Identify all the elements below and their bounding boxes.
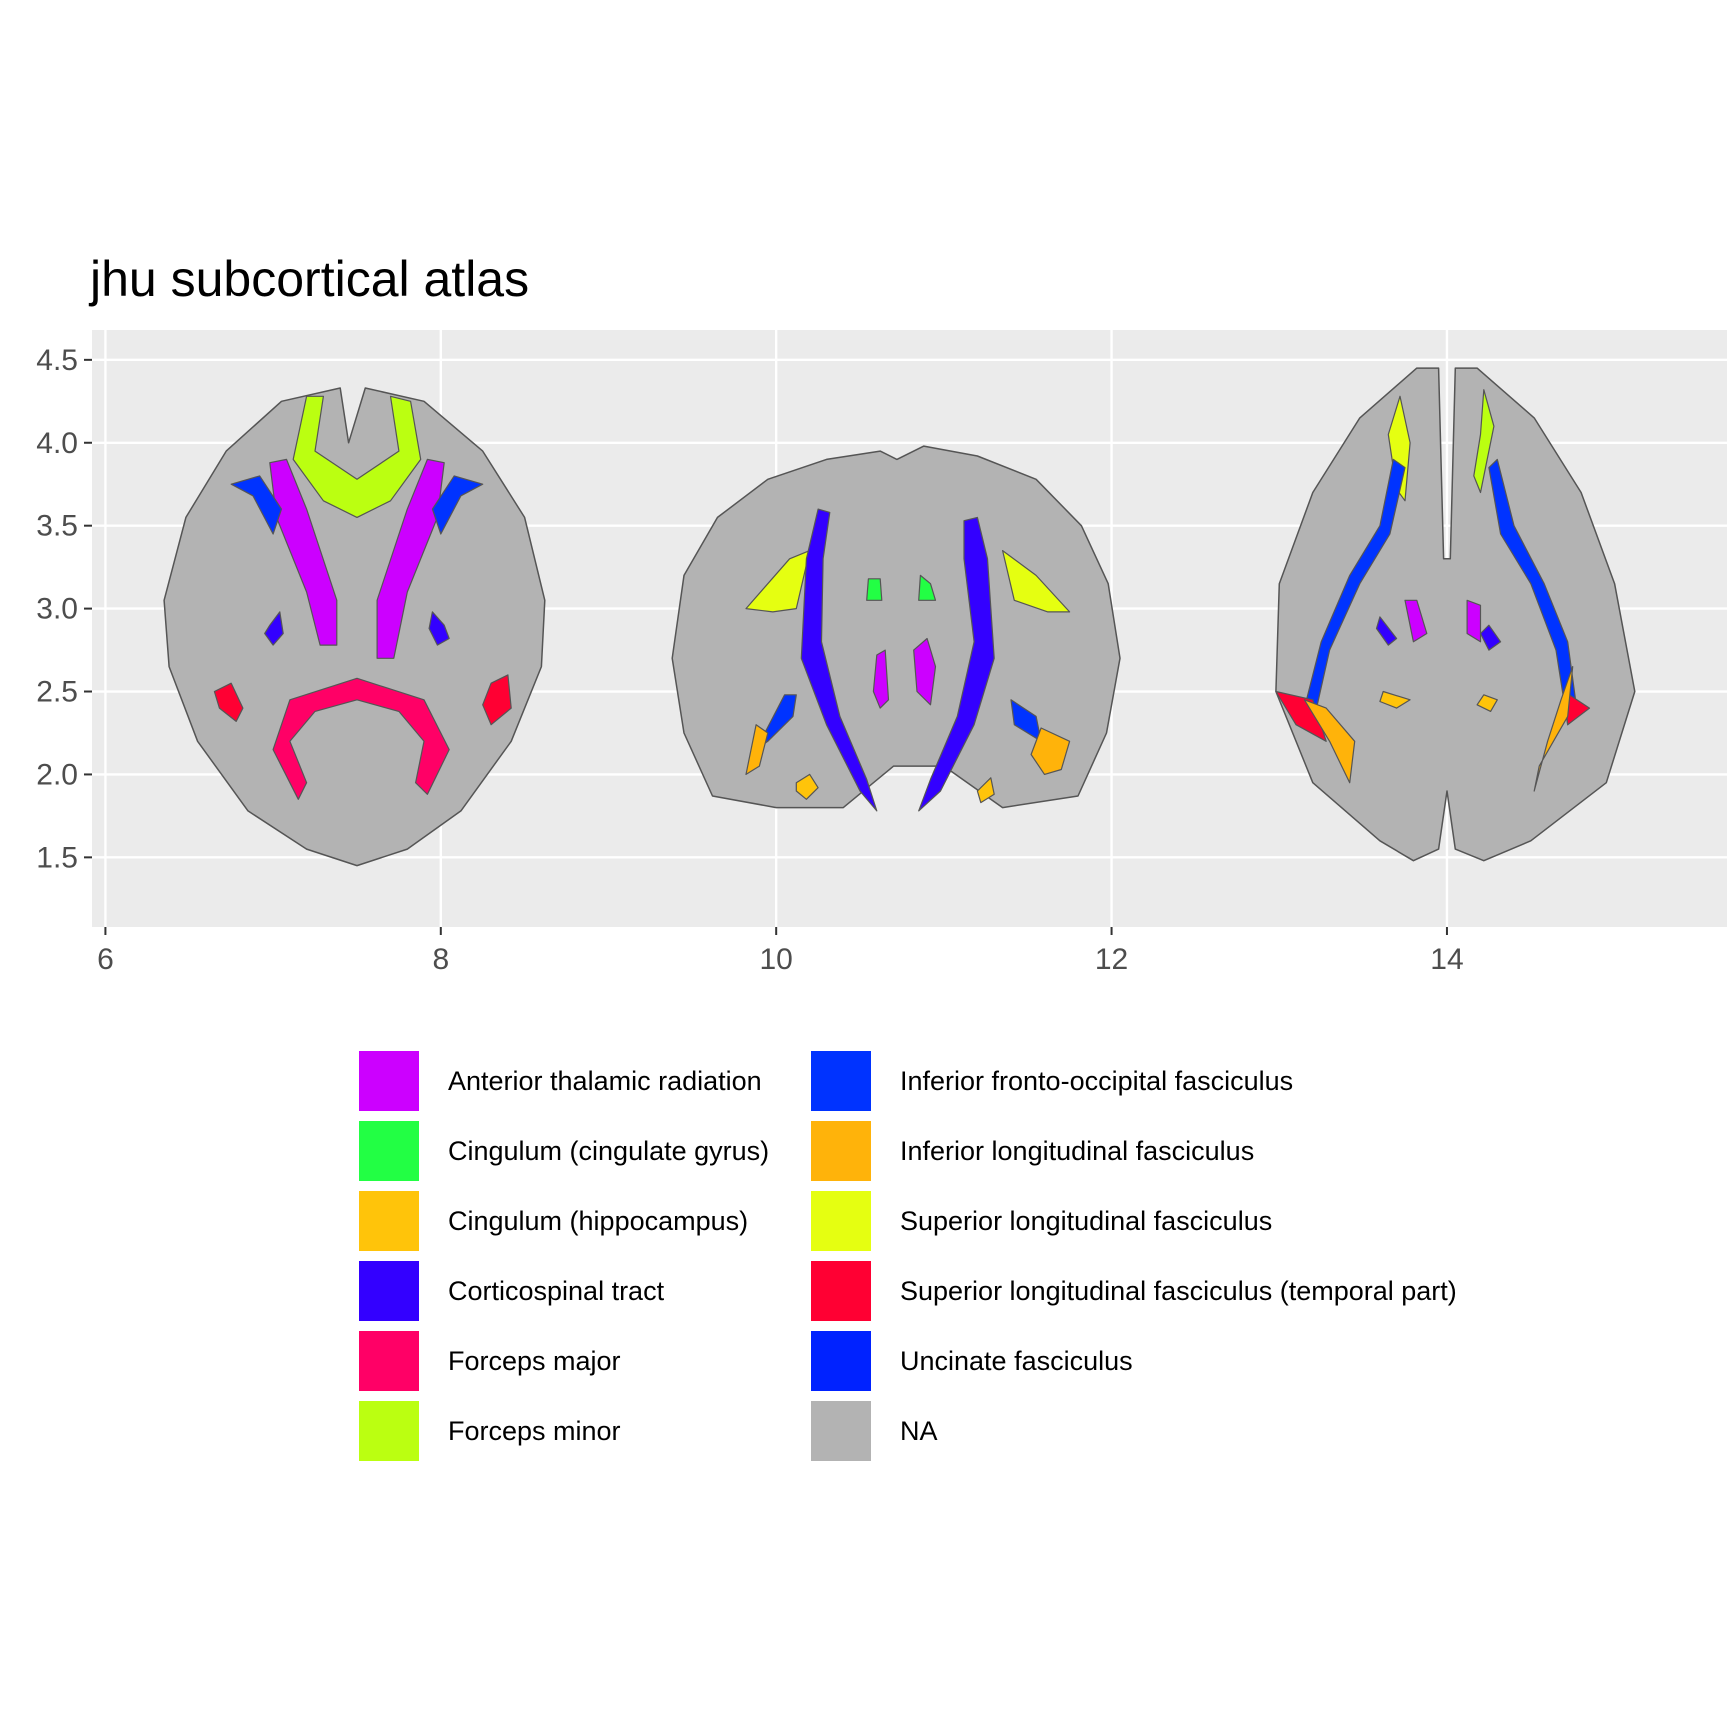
region-forceps-major	[272, 677, 450, 800]
region-corticospinal-tract	[428, 611, 450, 646]
legend-label: Forceps major	[448, 1346, 621, 1376]
chart-title: jhu subcortical atlas	[88, 251, 529, 307]
legend-label: Uncinate fasciculus	[900, 1346, 1133, 1376]
y-tick-label: 4.0	[36, 427, 78, 460]
region-anterior-thalamic-radiation	[1404, 599, 1428, 643]
region-forceps-minor	[1473, 389, 1495, 494]
region-cingulum-cingulate-gyrus	[918, 574, 937, 601]
legend-item-cingulum-hippocampus: Cingulum (hippocampus)	[357, 1189, 748, 1253]
legend-item-forceps-major: Forceps major	[357, 1329, 621, 1393]
legend-swatch	[357, 1329, 421, 1393]
region-corticospinal-tract	[1375, 616, 1398, 646]
region-forceps-minor	[292, 395, 422, 519]
region-inferior-longitudinal-fasciculus	[745, 724, 769, 776]
legend-label: Anterior thalamic radiation	[448, 1066, 762, 1096]
region-anterior-thalamic-radiation	[269, 458, 338, 646]
legend-label: Superior longitudinal fasciculus (tempor…	[900, 1276, 1457, 1306]
legend-swatch	[809, 1259, 873, 1323]
legend-swatch	[357, 1399, 421, 1463]
legend-item-forceps-minor: Forceps minor	[357, 1399, 621, 1463]
legend-swatch	[809, 1329, 873, 1393]
legend-swatch	[809, 1119, 873, 1183]
region-anterior-thalamic-radiation	[872, 649, 890, 709]
legend-label: Superior longitudinal fasciculus	[900, 1206, 1272, 1236]
region-inferior-fronto-occipital-fasciculus	[230, 475, 283, 535]
legend-swatch	[357, 1119, 421, 1183]
legend-label: Corticospinal tract	[448, 1276, 665, 1306]
legend-item-inferior-fronto-occipital-fasciculus: Inferior fronto-occipital fasciculus	[809, 1049, 1293, 1113]
y-tick-label: 3.5	[36, 510, 78, 543]
axes: 6 8 10 12 14 1.5 2.0 2.5 3.0 3.5 4.0 4.5	[36, 344, 1463, 976]
legend: Anterior thalamic radiation Cingulum (cin…	[357, 1049, 1457, 1463]
x-tick-label: 6	[97, 943, 114, 976]
slice-outline	[1275, 367, 1636, 862]
region-superior-longitudinal-fasciculus-temporal-part	[213, 682, 244, 723]
legend-item-anterior-thalamic-radiation: Anterior thalamic radiation	[357, 1049, 762, 1113]
legend-item-uncinate-fasciculus: Uncinate fasciculus	[809, 1329, 1133, 1393]
region-superior-longitudinal-fasciculus-temporal-part	[482, 674, 512, 726]
legend-swatch	[357, 1189, 421, 1253]
region-cingulum-hippocampus	[976, 777, 995, 804]
region-cingulum-cingulate-gyrus	[866, 578, 883, 601]
legend-swatch	[357, 1049, 421, 1113]
legend-item-corticospinal-tract: Corticospinal tract	[357, 1259, 665, 1323]
x-tick-label: 14	[1430, 943, 1463, 976]
region-anterior-thalamic-radiation	[376, 458, 445, 659]
region-corticospinal-tract	[918, 516, 995, 812]
region-anterior-thalamic-radiation	[913, 637, 937, 706]
legend-item-na: NA	[809, 1399, 938, 1463]
region-inferior-longitudinal-fasciculus	[1303, 699, 1356, 784]
y-tick-label: 1.5	[36, 841, 78, 874]
legend-item-inferior-longitudinal-fasciculus: Inferior longitudinal fasciculus	[809, 1119, 1254, 1183]
region-inferior-longitudinal-fasciculus	[1533, 665, 1574, 792]
y-tick-label: 4.5	[36, 344, 78, 377]
legend-label: Inferior longitudinal fasciculus	[900, 1136, 1254, 1166]
region-anterior-thalamic-radiation	[1466, 599, 1482, 643]
region-superior-longitudinal-fasciculus	[745, 549, 811, 613]
y-tick-label: 2.5	[36, 676, 78, 709]
legend-label: Inferior fronto-occipital fasciculus	[900, 1066, 1293, 1096]
region-superior-longitudinal-fasciculus	[1387, 395, 1411, 502]
region-corticospinal-tract	[1479, 624, 1502, 651]
slice-2-coronal	[671, 445, 1121, 812]
y-tick-label: 3.0	[36, 593, 78, 626]
legend-label: Forceps minor	[448, 1416, 621, 1446]
x-tick-label: 8	[432, 943, 449, 976]
legend-swatch	[357, 1259, 421, 1323]
legend-swatch	[809, 1049, 873, 1113]
y-tick-label: 2.0	[36, 758, 78, 791]
brain-slices	[163, 367, 1636, 867]
region-cingulum-hippocampus	[1379, 690, 1411, 709]
legend-item-superior-longitudinal-fasciculus-temporal-part: Superior longitudinal fasciculus (tempor…	[809, 1259, 1457, 1323]
legend-swatch	[809, 1189, 873, 1253]
region-cingulum-hippocampus	[1476, 694, 1498, 713]
legend-label: Cingulum (hippocampus)	[448, 1206, 748, 1236]
legend-item-superior-longitudinal-fasciculus: Superior longitudinal fasciculus	[809, 1189, 1272, 1253]
slice-1-axial	[163, 387, 546, 867]
x-tick-label: 12	[1095, 943, 1128, 976]
legend-item-cingulum-cingulate-gyrus: Cingulum (cingulate gyrus)	[357, 1119, 769, 1183]
region-corticospinal-tract	[264, 611, 284, 646]
region-inferior-fronto-occipital-fasciculus	[431, 475, 484, 535]
region-superior-longitudinal-fasciculus	[1001, 549, 1071, 613]
slice-3-axial	[1275, 367, 1636, 862]
region-cingulum-hippocampus	[795, 773, 819, 800]
legend-swatch	[809, 1399, 873, 1463]
region-inferior-longitudinal-fasciculus	[1030, 727, 1071, 776]
legend-label: NA	[900, 1416, 938, 1446]
region-corticospinal-tract	[800, 508, 878, 812]
x-tick-label: 10	[759, 943, 792, 976]
legend-label: Cingulum (cingulate gyrus)	[448, 1136, 769, 1166]
